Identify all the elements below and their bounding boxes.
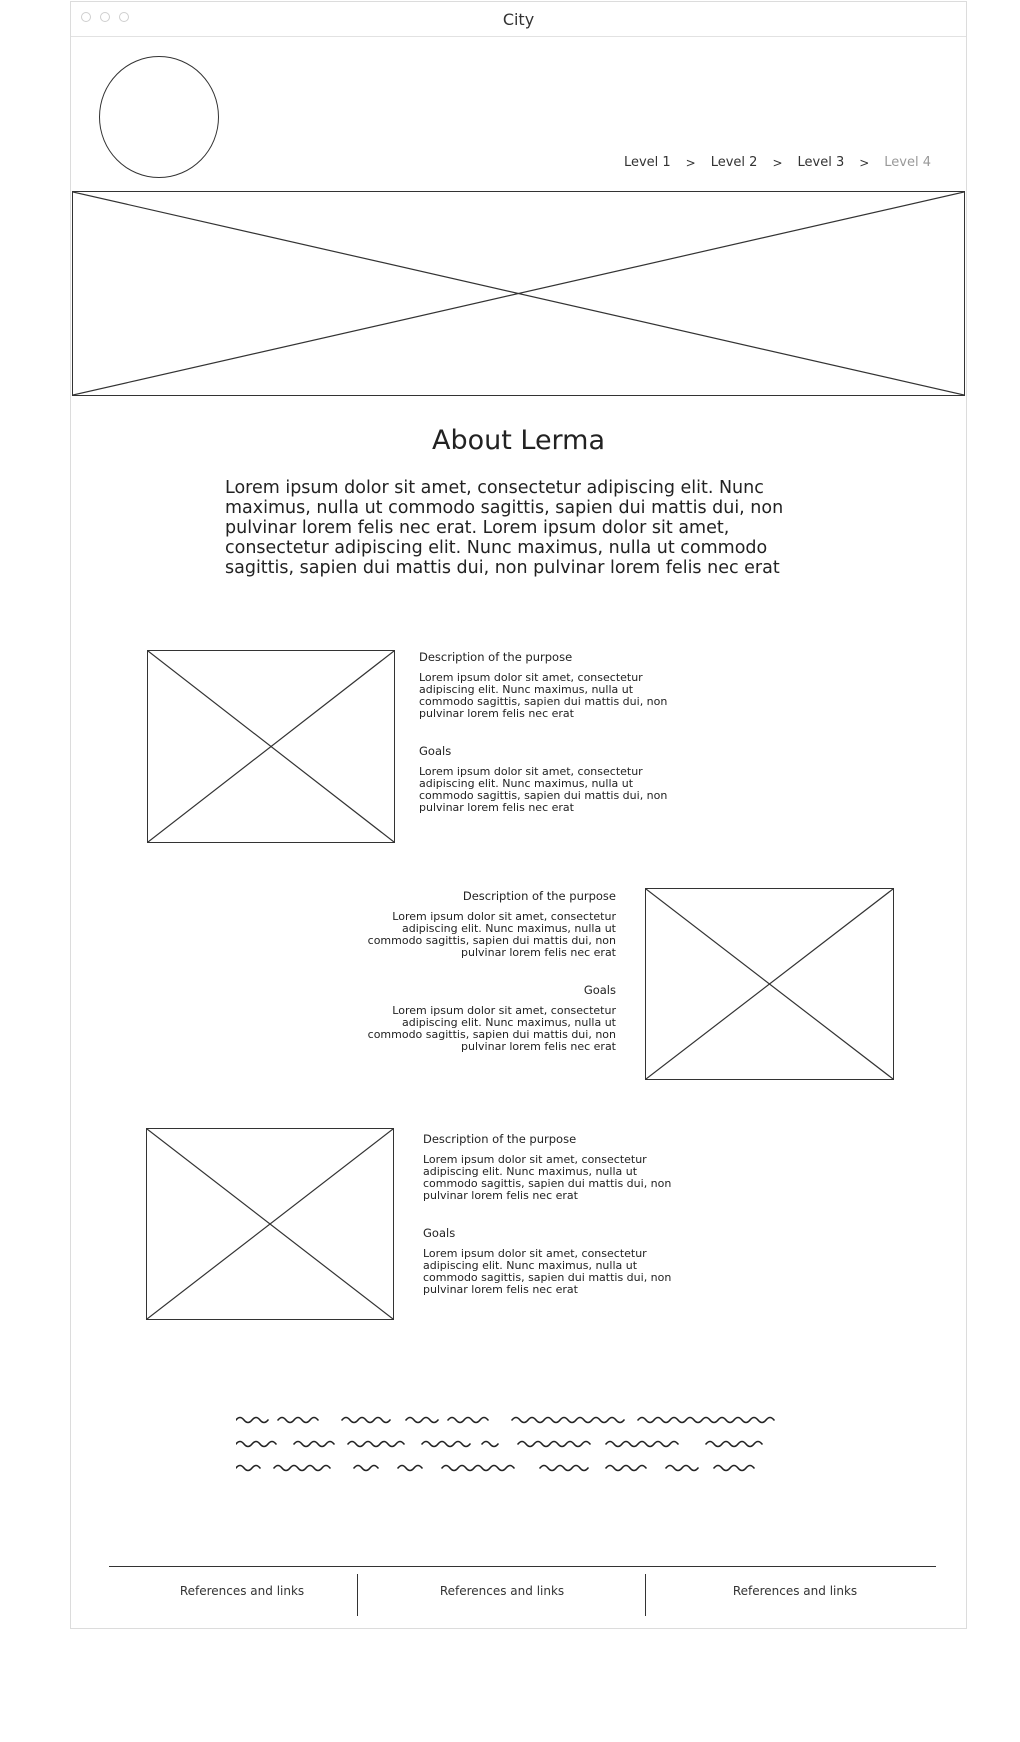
breadcrumb-level-2[interactable]: Level 2 [710, 155, 758, 170]
feature-1-purpose-text: Lorem ipsum dolor sit amet, consectetur … [419, 671, 668, 720]
feature-1-heading-goals: Goals [419, 744, 452, 758]
window-title: City [502, 10, 535, 29]
breadcrumb-level-4-current: Level 4 [884, 155, 931, 170]
footer-column-divider [357, 1574, 358, 1616]
scribble-text-placeholder [236, 1416, 775, 1472]
footer-divider-line [109, 1566, 936, 1567]
feature-2-heading-goals: Goals [583, 983, 616, 997]
feature-3-heading-goals: Goals [423, 1226, 456, 1240]
window-controls [81, 12, 129, 22]
breadcrumb: Level 1 > Level 2 > Level 3 > Level 4 [624, 155, 931, 170]
maximize-window-dot-icon[interactable] [119, 12, 129, 22]
feature-1-text: Description of the purpose Lorem ipsum d… [419, 650, 689, 838]
breadcrumb-separator: > [685, 155, 696, 170]
hero-image-placeholder [72, 191, 965, 396]
feature-2-text: Description of the purpose Lorem ipsum d… [346, 889, 616, 1077]
feature-2-image-placeholder [645, 888, 894, 1080]
minimize-window-dot-icon[interactable] [100, 12, 110, 22]
breadcrumb-level-3[interactable]: Level 3 [797, 155, 845, 170]
footer-link-3[interactable]: References and links [732, 1584, 858, 1598]
breadcrumb-separator: > [859, 155, 870, 170]
feature-2-purpose-text: Lorem ipsum dolor sit amet, consectetur … [367, 910, 616, 959]
breadcrumb-separator: > [772, 155, 783, 170]
feature-3-text: Description of the purpose Lorem ipsum d… [423, 1132, 693, 1320]
title-bar: City [71, 2, 966, 37]
feature-1-image-placeholder [147, 650, 395, 843]
feature-1-goals-text: Lorem ipsum dolor sit amet, consectetur … [419, 765, 668, 814]
logo-circle[interactable] [99, 56, 219, 178]
breadcrumb-level-1[interactable]: Level 1 [623, 155, 671, 170]
about-paragraph: Lorem ipsum dolor sit amet, consectetur … [225, 478, 784, 578]
footer-link-1[interactable]: References and links [179, 1584, 305, 1598]
feature-3-goals-text: Lorem ipsum dolor sit amet, consectetur … [423, 1247, 672, 1296]
feature-3-purpose-text: Lorem ipsum dolor sit amet, consectetur … [423, 1153, 672, 1202]
footer-link-2[interactable]: References and links [439, 1584, 565, 1598]
feature-2-goals-text: Lorem ipsum dolor sit amet, consectetur … [367, 1004, 616, 1053]
about-title: About Lerma [431, 425, 606, 456]
feature-3-heading-purpose: Description of the purpose [423, 1132, 577, 1146]
feature-3-image-placeholder [146, 1128, 394, 1320]
feature-1-heading-purpose: Description of the purpose [419, 650, 573, 664]
feature-2-heading-purpose: Description of the purpose [462, 889, 616, 903]
footer-column-divider [645, 1574, 646, 1616]
browser-window: City Level 1 > Level 2 > Level 3 > Level… [70, 1, 967, 1629]
close-window-dot-icon[interactable] [81, 12, 91, 22]
